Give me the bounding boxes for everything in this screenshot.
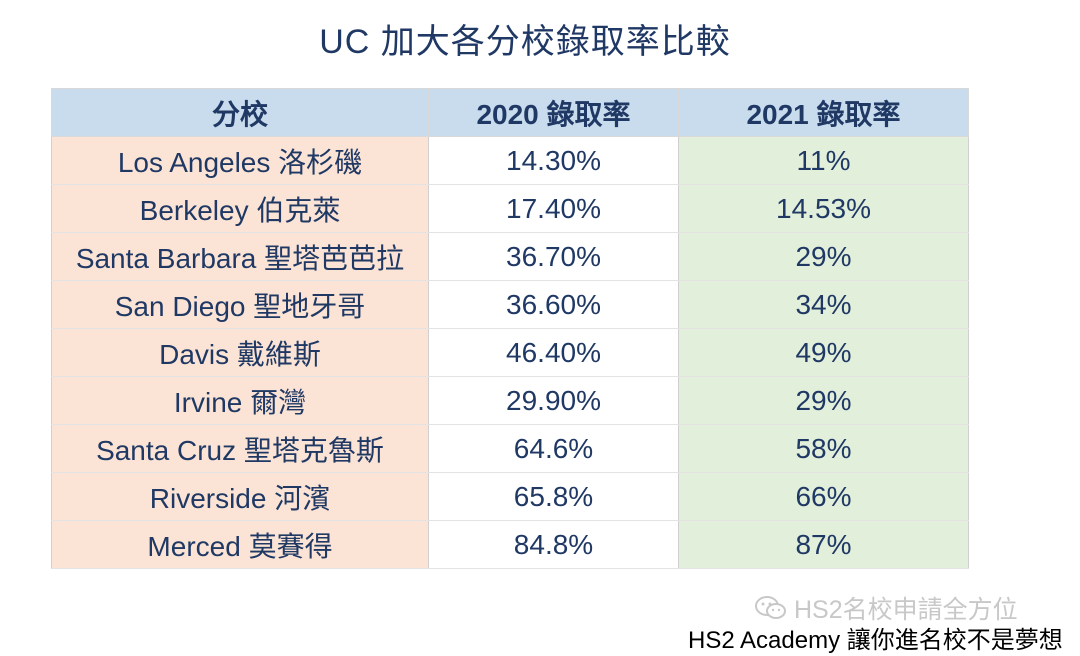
rate-2020-cell: 14.30% [428, 136, 679, 185]
table-row: Davis 戴維斯 46.40% 49% [51, 328, 969, 377]
rate-2021-cell: 58% [678, 424, 969, 473]
table-row: Los Angeles 洛杉磯 14.30% 11% [51, 136, 969, 185]
campus-cell: Merced 莫賽得 [51, 520, 429, 569]
column-header-2020: 2020 錄取率 [428, 88, 679, 137]
table-row: Santa Cruz 聖塔克魯斯 64.6% 58% [51, 424, 969, 473]
campus-cell: Davis 戴維斯 [51, 328, 429, 377]
rate-2020-cell: 84.8% [428, 520, 679, 569]
table-row: Berkeley 伯克萊 17.40% 14.53% [51, 184, 969, 233]
column-header-campus: 分校 [51, 88, 429, 137]
rate-2021-cell: 66% [678, 472, 969, 521]
table-row: Santa Barbara 聖塔芭芭拉 36.70% 29% [51, 232, 969, 281]
table-row: Riverside 河濱 65.8% 66% [51, 472, 969, 521]
rate-2020-cell: 36.60% [428, 280, 679, 329]
rate-2020-cell: 64.6% [428, 424, 679, 473]
rate-2021-cell: 34% [678, 280, 969, 329]
page-title: UC 加大各分校錄取率比較 [319, 23, 731, 61]
table-header-row: 分校 2020 錄取率 2021 錄取率 [51, 88, 969, 137]
campus-cell: Santa Barbara 聖塔芭芭拉 [51, 232, 429, 281]
rate-2020-cell: 36.70% [428, 232, 679, 281]
rate-2021-cell: 11% [678, 136, 969, 185]
admission-rate-table: 分校 2020 錄取率 2021 錄取率 Los Angeles 洛杉磯 14.… [51, 88, 969, 569]
campus-cell: Los Angeles 洛杉磯 [51, 136, 429, 185]
watermark-text: HS2名校申請全方位 [794, 596, 1018, 624]
campus-cell: Irvine 爾灣 [51, 376, 429, 425]
campus-cell: San Diego 聖地牙哥 [51, 280, 429, 329]
rate-2021-cell: 87% [678, 520, 969, 569]
rate-2021-cell: 29% [678, 376, 969, 425]
rate-2021-cell: 29% [678, 232, 969, 281]
column-header-2021: 2021 錄取率 [678, 88, 969, 137]
table-row: Irvine 爾灣 29.90% 29% [51, 376, 969, 425]
campus-cell: Riverside 河濱 [51, 472, 429, 521]
table-row: Merced 莫賽得 84.8% 87% [51, 520, 969, 569]
table-row: San Diego 聖地牙哥 36.60% 34% [51, 280, 969, 329]
wechat-watermark: HS2名校申請全方位 [754, 590, 1018, 626]
campus-cell: Santa Cruz 聖塔克魯斯 [51, 424, 429, 473]
rate-2021-cell: 49% [678, 328, 969, 377]
rate-2020-cell: 46.40% [428, 328, 679, 377]
rate-2020-cell: 65.8% [428, 472, 679, 521]
rate-2020-cell: 17.40% [428, 184, 679, 233]
rate-2021-cell: 14.53% [678, 184, 969, 233]
campus-cell: Berkeley 伯克萊 [51, 184, 429, 233]
footer-slogan: HS2 Academy 讓你進名校不是夢想 [688, 627, 1063, 654]
rate-2020-cell: 29.90% [428, 376, 679, 425]
wechat-icon [754, 595, 788, 621]
